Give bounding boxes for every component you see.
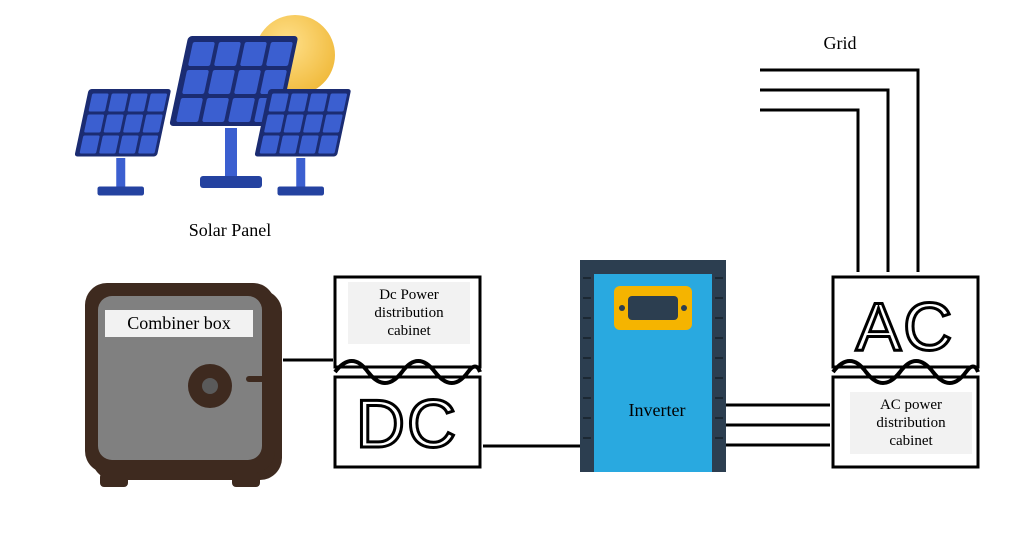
connection-lines (0, 0, 1024, 538)
diagram-stage: Solar Panel Combiner box DC Dc Power dis… (0, 0, 1024, 538)
